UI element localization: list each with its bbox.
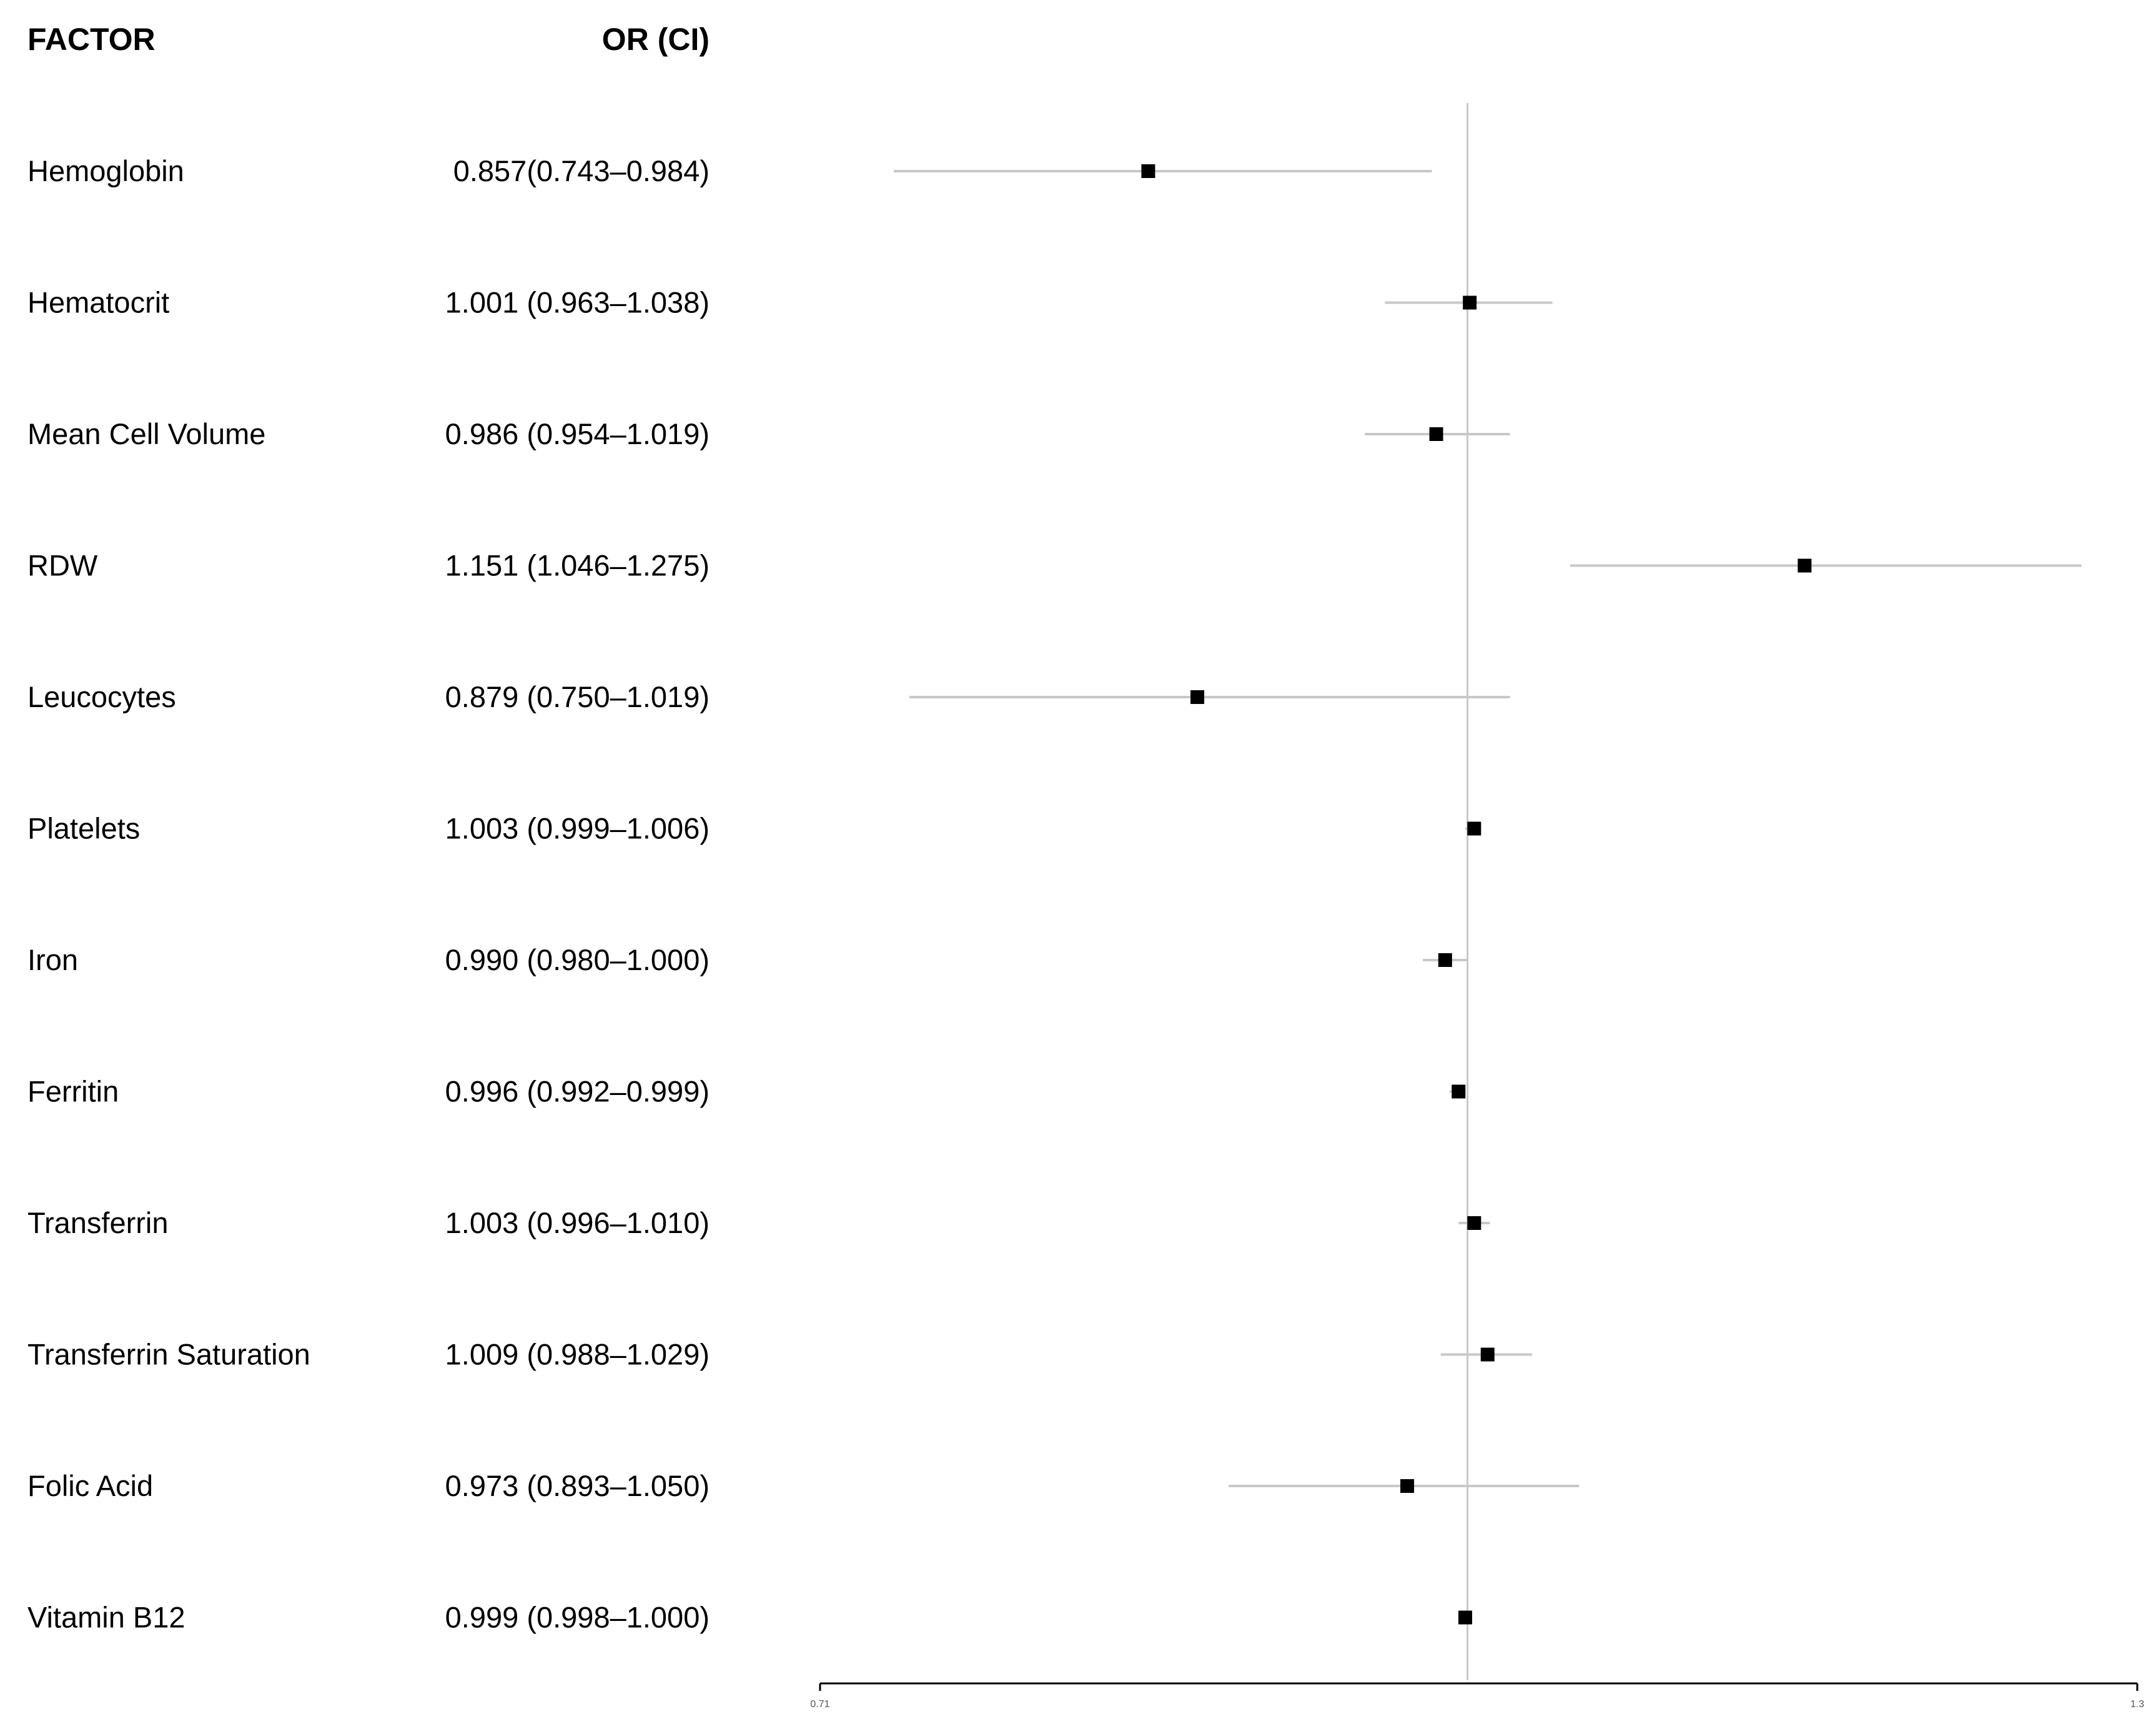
or-point <box>1451 1084 1466 1099</box>
x-tick-label: 1.3 <box>2130 1699 2144 1710</box>
or-ci-label: 0.990 (0.980–1.000) <box>445 943 710 976</box>
or-ci-label: 0.999 (0.998–1.000) <box>445 1601 710 1634</box>
or-ci-label: 1.001 (0.963–1.038) <box>445 286 710 319</box>
or-point <box>1429 427 1443 441</box>
factor-label: Transferrin <box>27 1206 168 1239</box>
table-row: RDW 1.151 (1.046–1.275) <box>27 549 2082 582</box>
factor-label: Hematocrit <box>27 286 169 319</box>
or-ci-label: 1.003 (0.999–1.006) <box>445 812 710 845</box>
table-row: Hemoglobin 0.857(0.743–0.984) <box>27 154 1432 187</box>
factor-label: Folic Acid <box>27 1469 153 1502</box>
or-ci-label: 1.003 (0.996–1.010) <box>445 1206 710 1239</box>
table-row: Platelets 1.003 (0.999–1.006) <box>27 812 1481 845</box>
factor-label: Vitamin B12 <box>27 1601 185 1634</box>
or-ci-label: 1.009 (0.988–1.029) <box>445 1338 710 1371</box>
table-row: Hematocrit 1.001 (0.963–1.038) <box>27 286 1553 319</box>
factor-label: Iron <box>27 943 78 976</box>
table-row: Transferrin Saturation 1.009 (0.988–1.029… <box>27 1338 1533 1371</box>
or-ci-label: 0.986 (0.954–1.019) <box>445 417 710 450</box>
x-tick-label: 0.71 <box>810 1699 829 1710</box>
or-point <box>1141 164 1155 178</box>
factor-label: Ferritin <box>27 1075 119 1108</box>
or-point <box>1400 1479 1415 1493</box>
or-ci-label: 0.996 (0.992–0.999) <box>445 1075 710 1108</box>
or-point <box>1463 295 1477 310</box>
table-row: Leucocytes 0.879 (0.750–1.019) <box>27 680 1510 713</box>
factor-header: FACTOR <box>27 22 156 57</box>
or-point <box>1467 821 1481 836</box>
or-point <box>1438 953 1452 967</box>
or-ci-label: 1.151 (1.046–1.275) <box>445 549 710 582</box>
or-ci-header: OR (CI) <box>602 22 710 57</box>
or-point <box>1190 690 1205 704</box>
table-row: Ferritin 0.996 (0.992–0.999) <box>27 1075 1466 1108</box>
factor-label: Platelets <box>27 812 140 845</box>
table-row: Iron 0.990 (0.980–1.000) <box>27 943 1468 976</box>
or-point <box>1797 558 1812 573</box>
or-ci-label: 0.973 (0.893–1.050) <box>445 1469 710 1502</box>
factor-label: Leucocytes <box>27 680 176 713</box>
factor-label: Transferrin Saturation <box>27 1338 310 1371</box>
or-ci-label: 0.857(0.743–0.984) <box>453 154 710 187</box>
factor-label: RDW <box>27 549 98 582</box>
factor-label: Hemoglobin <box>27 154 184 187</box>
table-row: Mean Cell Volume 0.986 (0.954–1.019) <box>27 417 1510 450</box>
x-axis: 0.71 1.3 <box>810 1682 2144 1710</box>
or-point <box>1458 1610 1473 1625</box>
table-row: Vitamin B12 0.999 (0.998–1.000) <box>27 1601 1473 1634</box>
table-row: Transferrin 1.003 (0.996–1.010) <box>27 1206 1490 1239</box>
or-point <box>1467 1216 1481 1230</box>
or-ci-label: 0.879 (0.750–1.019) <box>445 680 710 713</box>
rows-layer: Hemoglobin 0.857(0.743–0.984) Hematocrit 1.… <box>27 103 2082 1680</box>
table-row: Folic Acid 0.973 (0.893–1.050) <box>27 1469 1580 1502</box>
or-point <box>1480 1347 1495 1362</box>
factor-label: Mean Cell Volume <box>27 417 265 450</box>
